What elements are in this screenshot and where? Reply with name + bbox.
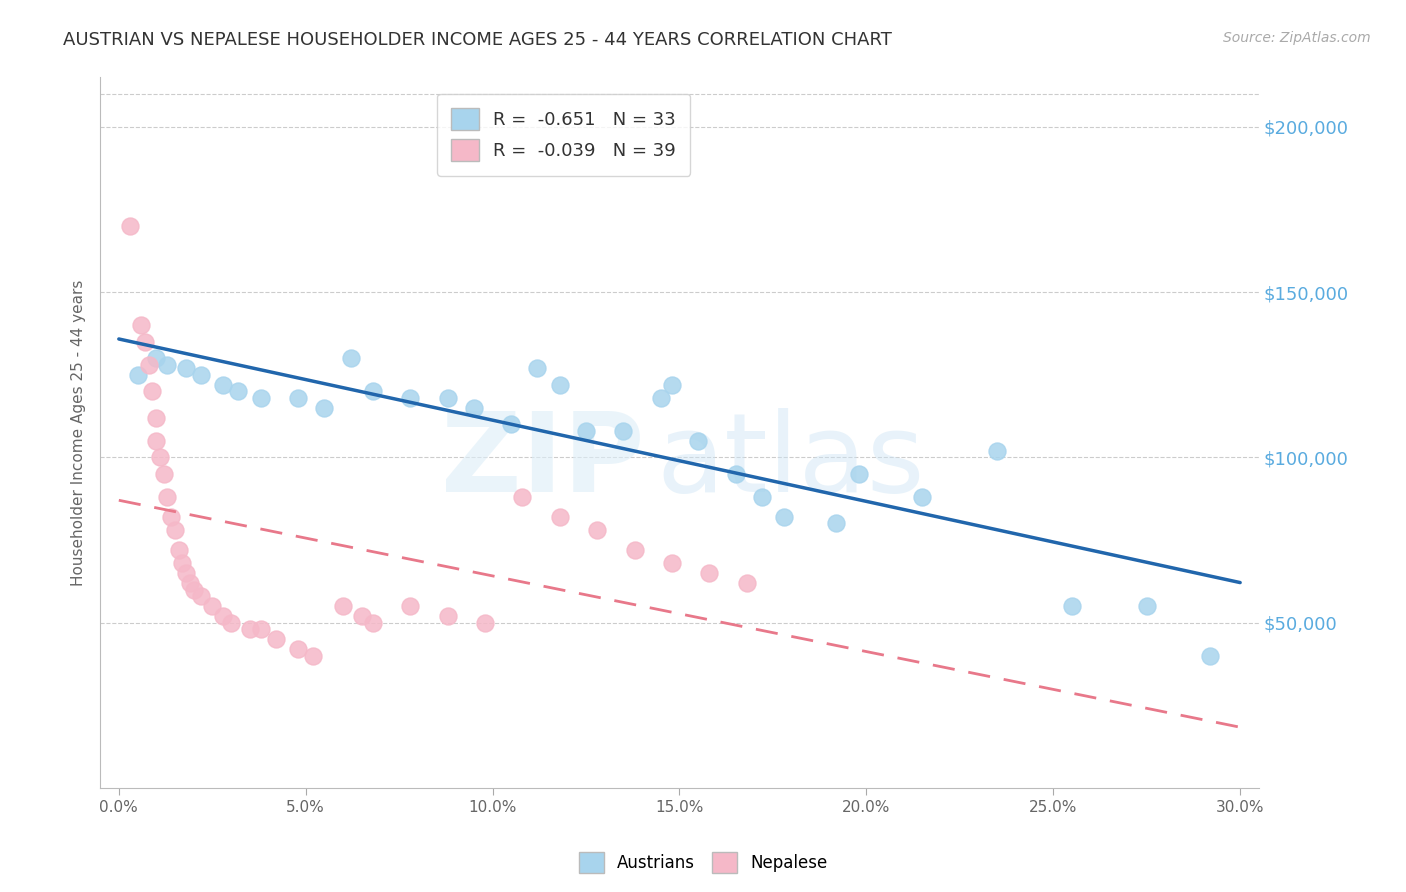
Point <box>436 391 458 405</box>
Point <box>688 434 710 448</box>
Point <box>350 609 373 624</box>
Point <box>118 219 141 233</box>
Point <box>501 417 523 432</box>
Point <box>219 615 242 630</box>
Point <box>134 334 156 349</box>
Point <box>190 368 212 382</box>
Point <box>127 368 149 382</box>
Point <box>548 509 571 524</box>
Point <box>699 566 721 580</box>
Point <box>163 523 186 537</box>
Point <box>201 599 224 613</box>
Point <box>190 589 212 603</box>
Point <box>1199 648 1222 663</box>
Point <box>436 609 458 624</box>
Point <box>264 632 287 646</box>
Point <box>575 424 598 438</box>
Point <box>174 566 197 580</box>
Point <box>167 542 190 557</box>
Point <box>179 575 201 590</box>
Point <box>399 599 422 613</box>
Point <box>361 384 384 399</box>
Point <box>250 391 273 405</box>
Point <box>156 358 179 372</box>
Point <box>339 351 361 366</box>
Text: atlas: atlas <box>657 408 925 515</box>
Point <box>172 556 194 570</box>
Point <box>156 490 179 504</box>
Point <box>361 615 384 630</box>
Point <box>152 467 174 481</box>
Point <box>183 582 205 597</box>
Point <box>848 467 870 481</box>
Point <box>526 361 548 376</box>
Point <box>287 391 309 405</box>
Point <box>548 377 571 392</box>
Text: Source: ZipAtlas.com: Source: ZipAtlas.com <box>1223 31 1371 45</box>
Point <box>332 599 354 613</box>
Point <box>512 490 534 504</box>
Text: ZIP: ZIP <box>441 408 645 515</box>
Point <box>661 556 683 570</box>
Legend: Austrians, Nepalese: Austrians, Nepalese <box>572 846 834 880</box>
Legend: R =  -0.651   N = 33, R =  -0.039   N = 39: R = -0.651 N = 33, R = -0.039 N = 39 <box>437 94 690 176</box>
Point <box>250 622 273 636</box>
Y-axis label: Householder Income Ages 25 - 44 years: Householder Income Ages 25 - 44 years <box>72 279 86 586</box>
Point <box>239 622 262 636</box>
Point <box>129 318 152 333</box>
Point <box>149 450 172 465</box>
Point <box>661 377 683 392</box>
Point <box>302 648 325 663</box>
Point <box>825 516 848 531</box>
Point <box>735 575 758 590</box>
Point <box>138 358 160 372</box>
Point <box>751 490 773 504</box>
Point <box>174 361 197 376</box>
Point <box>141 384 163 399</box>
Point <box>463 401 485 415</box>
Point <box>145 434 167 448</box>
Point <box>314 401 336 415</box>
Point <box>1060 599 1083 613</box>
Point <box>986 443 1008 458</box>
Point <box>287 642 309 657</box>
Point <box>399 391 422 405</box>
Point <box>1136 599 1159 613</box>
Point <box>474 615 496 630</box>
Point <box>212 377 235 392</box>
Point <box>228 384 250 399</box>
Point <box>212 609 235 624</box>
Point <box>145 410 167 425</box>
Point <box>586 523 609 537</box>
Point <box>773 509 796 524</box>
Point <box>650 391 672 405</box>
Point <box>623 542 645 557</box>
Point <box>145 351 167 366</box>
Text: AUSTRIAN VS NEPALESE HOUSEHOLDER INCOME AGES 25 - 44 YEARS CORRELATION CHART: AUSTRIAN VS NEPALESE HOUSEHOLDER INCOME … <box>63 31 893 49</box>
Point <box>612 424 634 438</box>
Point <box>160 509 183 524</box>
Point <box>724 467 747 481</box>
Point <box>911 490 934 504</box>
